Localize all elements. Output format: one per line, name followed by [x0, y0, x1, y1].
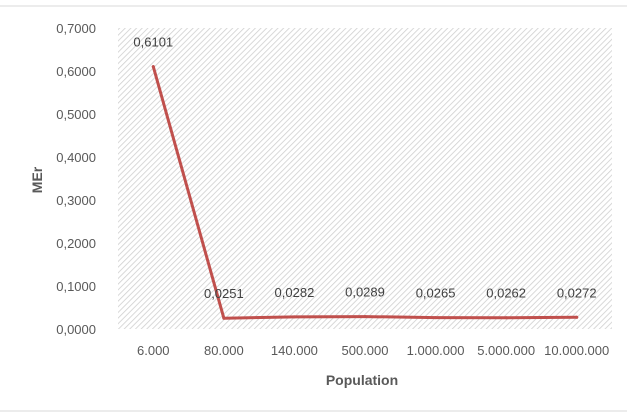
data-label: 0,0272	[557, 285, 597, 300]
data-label: 0,0251	[204, 286, 244, 301]
x-axis-title: Population	[326, 372, 398, 388]
data-point	[222, 316, 226, 320]
data-point	[575, 315, 579, 319]
x-tick-label: 80.000	[204, 343, 244, 358]
data-label: 0,6101	[133, 35, 173, 50]
y-tick-label: 0,6000	[56, 64, 96, 79]
data-label: 0,0282	[275, 285, 315, 300]
x-tick-label: 6.000	[137, 343, 170, 358]
data-point	[151, 65, 155, 69]
y-axis-title: MEr	[29, 166, 45, 193]
y-tick-label: 0,1000	[56, 279, 96, 294]
data-labels: 0,6101 0,0251 0,0282 0,0289 0,0265 0,0262 0,02…	[133, 35, 596, 302]
x-tick-label: 140.000	[271, 343, 318, 358]
data-label: 0,0289	[345, 285, 385, 300]
plot-area	[118, 28, 612, 329]
x-tick-labels: 6.000 80.000 140.000 500.000 1.000.000 5.000.…	[137, 343, 609, 358]
y-tick-label: 0,3000	[56, 193, 96, 208]
x-tick-label: 500.000	[342, 343, 389, 358]
series-layer	[151, 65, 579, 320]
x-tick-label: 10.000.000	[544, 343, 609, 358]
x-tick-label: 5.000.000	[477, 343, 535, 358]
y-tick-label: 0,4000	[56, 150, 96, 165]
data-label: 0,0265	[416, 286, 456, 301]
y-tick-label: 0,5000	[56, 107, 96, 122]
y-tick-label: 0,0000	[56, 322, 96, 337]
y-tick-label: 0,2000	[56, 236, 96, 251]
data-point	[504, 316, 508, 320]
y-tick-label: 0,7000	[56, 21, 96, 36]
data-point	[292, 315, 296, 319]
data-point	[363, 315, 367, 319]
y-tick-labels: 0,0000 0,1000 0,2000 0,3000 0,4000 0,5000 0,60…	[56, 21, 96, 337]
data-label: 0,0262	[486, 286, 526, 301]
x-tick-label: 1.000.000	[407, 343, 465, 358]
data-point	[434, 316, 438, 320]
